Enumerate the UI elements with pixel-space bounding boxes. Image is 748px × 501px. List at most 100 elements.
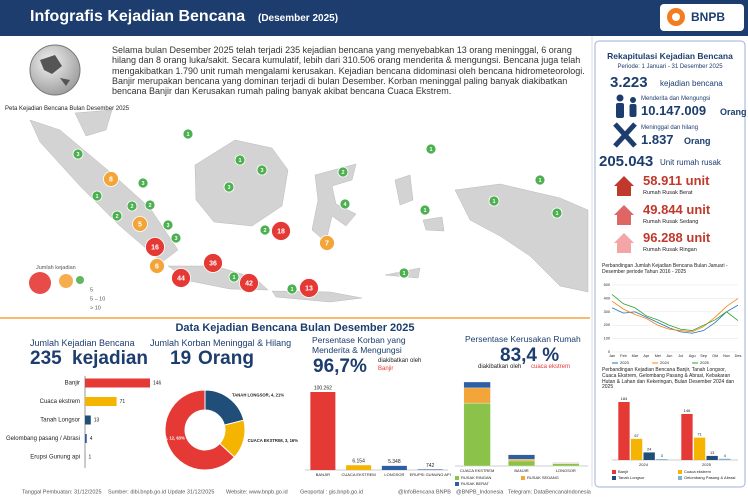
- data-label: 67: [634, 433, 639, 438]
- house-icons: [614, 176, 634, 253]
- x-tick-label: LONGSOR: [384, 472, 404, 477]
- footer-text: @BNPB_Indonesia: [456, 489, 504, 495]
- note: diakibatkan oleh: [478, 364, 522, 370]
- chart-title: Jumlah Kejadian Bencana: [30, 338, 135, 348]
- globe-land: [40, 55, 70, 86]
- map-marker: [126, 200, 138, 212]
- stat-label: Rumah Rusak Sedang: [643, 219, 699, 225]
- map-marker: [259, 224, 271, 236]
- x-tick-label: LONGSOR: [556, 468, 576, 473]
- headline: 83,4 %: [500, 345, 560, 366]
- legend-title: Jumlah kejadian: [36, 265, 76, 271]
- x-tick-label: Apr: [643, 354, 650, 358]
- bar: [693, 437, 706, 460]
- map-marker-label: 1: [402, 271, 405, 277]
- map-marker-label: 1: [555, 211, 558, 217]
- stat-value: 96.288 unit: [643, 230, 711, 245]
- recap-period: Periode: 1 Januari - 31 Desember 2025: [617, 64, 723, 70]
- x-tick-label: ERUPSI GUNUNG API: [410, 472, 451, 477]
- legend-swatch: [678, 476, 682, 480]
- legend-label: RUSAK RINGAN: [461, 475, 492, 480]
- x-tick-label: Sep: [700, 354, 707, 358]
- bar: [656, 459, 668, 460]
- x-tick-label: CUACA EKSTREM: [342, 472, 376, 477]
- data-label: TANAH LONGSOR, 4, 21%: [232, 392, 284, 397]
- map-marker-label: 1: [538, 178, 541, 184]
- data-label: BANJIR, 12, 63%: [151, 435, 185, 440]
- legend-label: Tanah Longsor: [618, 475, 645, 480]
- y-tick-label: Cuaca ekstrem: [40, 399, 80, 405]
- map-marker-label: 4: [343, 202, 347, 208]
- data-label: 742: [426, 463, 435, 469]
- map-marker-label: 1: [290, 287, 293, 293]
- data-label: 24: [647, 446, 652, 451]
- y-tick-label: Erupsi Gunung api: [30, 455, 80, 461]
- stat-value: 10.147.009: [641, 103, 707, 118]
- stat-label: Unit rumah rusak: [660, 158, 721, 167]
- bar: [381, 465, 407, 470]
- footer-text: Geoportal : gis.bnpb.go.id: [300, 489, 363, 495]
- footer-text: @InfoBencana BNPB: [398, 489, 451, 495]
- map-marker-label: 1: [423, 208, 426, 214]
- title: Infografis Kejadian Bencana: [30, 8, 246, 25]
- legend-label: Gelombang Pasang & Abrasi: [684, 475, 735, 480]
- bar: [346, 465, 372, 470]
- map-marker: [145, 237, 165, 257]
- map-marker-label: 3: [76, 152, 79, 158]
- data-label: 13: [94, 417, 100, 423]
- map-marker: [337, 166, 349, 178]
- x-tick-label: 2025: [702, 462, 712, 467]
- map-marker: [339, 198, 351, 210]
- map-marker: [171, 268, 191, 288]
- legend-swatch: [455, 476, 459, 480]
- island: [384, 174, 445, 279]
- footer-text: Telegram: DataBencanaIndonesia: [508, 489, 592, 495]
- bar: [618, 402, 630, 460]
- logo-text: BNPB: [691, 10, 726, 24]
- map-marker-label: 1: [492, 199, 495, 205]
- x-tick-label: Nov: [723, 354, 730, 358]
- x-tick-label: Okt: [712, 354, 719, 358]
- stat-label: Rumah Rusak Berat: [643, 190, 693, 196]
- map-marker-label: 1: [429, 147, 432, 153]
- map-marker-label: 2: [115, 214, 118, 220]
- data-label: 13: [710, 450, 715, 455]
- island: [74, 109, 113, 137]
- stat-unit: Orang: [684, 136, 711, 146]
- y-tick-label: Banjir: [65, 381, 80, 387]
- map-marker-label: 3: [166, 223, 169, 229]
- map-marker-label: 1: [186, 132, 189, 138]
- bar-segment: [463, 402, 491, 467]
- map-marker: [234, 154, 246, 166]
- data-label: 71: [120, 399, 126, 405]
- legend-label: 2024: [660, 360, 670, 365]
- bar: [681, 413, 693, 460]
- note-highlight: cuaca ekstrem: [531, 364, 571, 370]
- map-marker-label: 3: [174, 236, 177, 242]
- data-label: 146: [684, 408, 691, 413]
- map-marker: [111, 210, 123, 222]
- data-label: 184: [621, 396, 628, 401]
- stat-unit: Orang: [720, 107, 747, 117]
- map-marker: [91, 190, 103, 202]
- line: [611, 294, 739, 331]
- logo-icon-inner: [672, 13, 680, 21]
- headline-unit: Orang: [198, 348, 254, 369]
- island: [311, 163, 357, 243]
- map-islands: [29, 109, 589, 303]
- x-tick-label: Agu: [689, 354, 696, 358]
- map-marker: [223, 181, 235, 193]
- map-marker-label: 1: [232, 275, 235, 281]
- legend-label: 2023: [620, 360, 630, 365]
- legend-swatch: [76, 276, 84, 284]
- legend-swatch: [678, 470, 682, 474]
- headline: 19: [170, 348, 192, 369]
- map-marker-label: 2: [341, 170, 344, 176]
- legend-label: RUSAK BERAT: [461, 481, 489, 486]
- headline-unit: kejadian: [72, 348, 149, 369]
- map-marker-label: 6: [155, 263, 159, 270]
- legend-swatch: [455, 482, 459, 486]
- map-marker-label: 1: [95, 194, 98, 200]
- map-marker: [319, 235, 335, 251]
- legend-label: Cuaca ekstrem: [684, 469, 712, 474]
